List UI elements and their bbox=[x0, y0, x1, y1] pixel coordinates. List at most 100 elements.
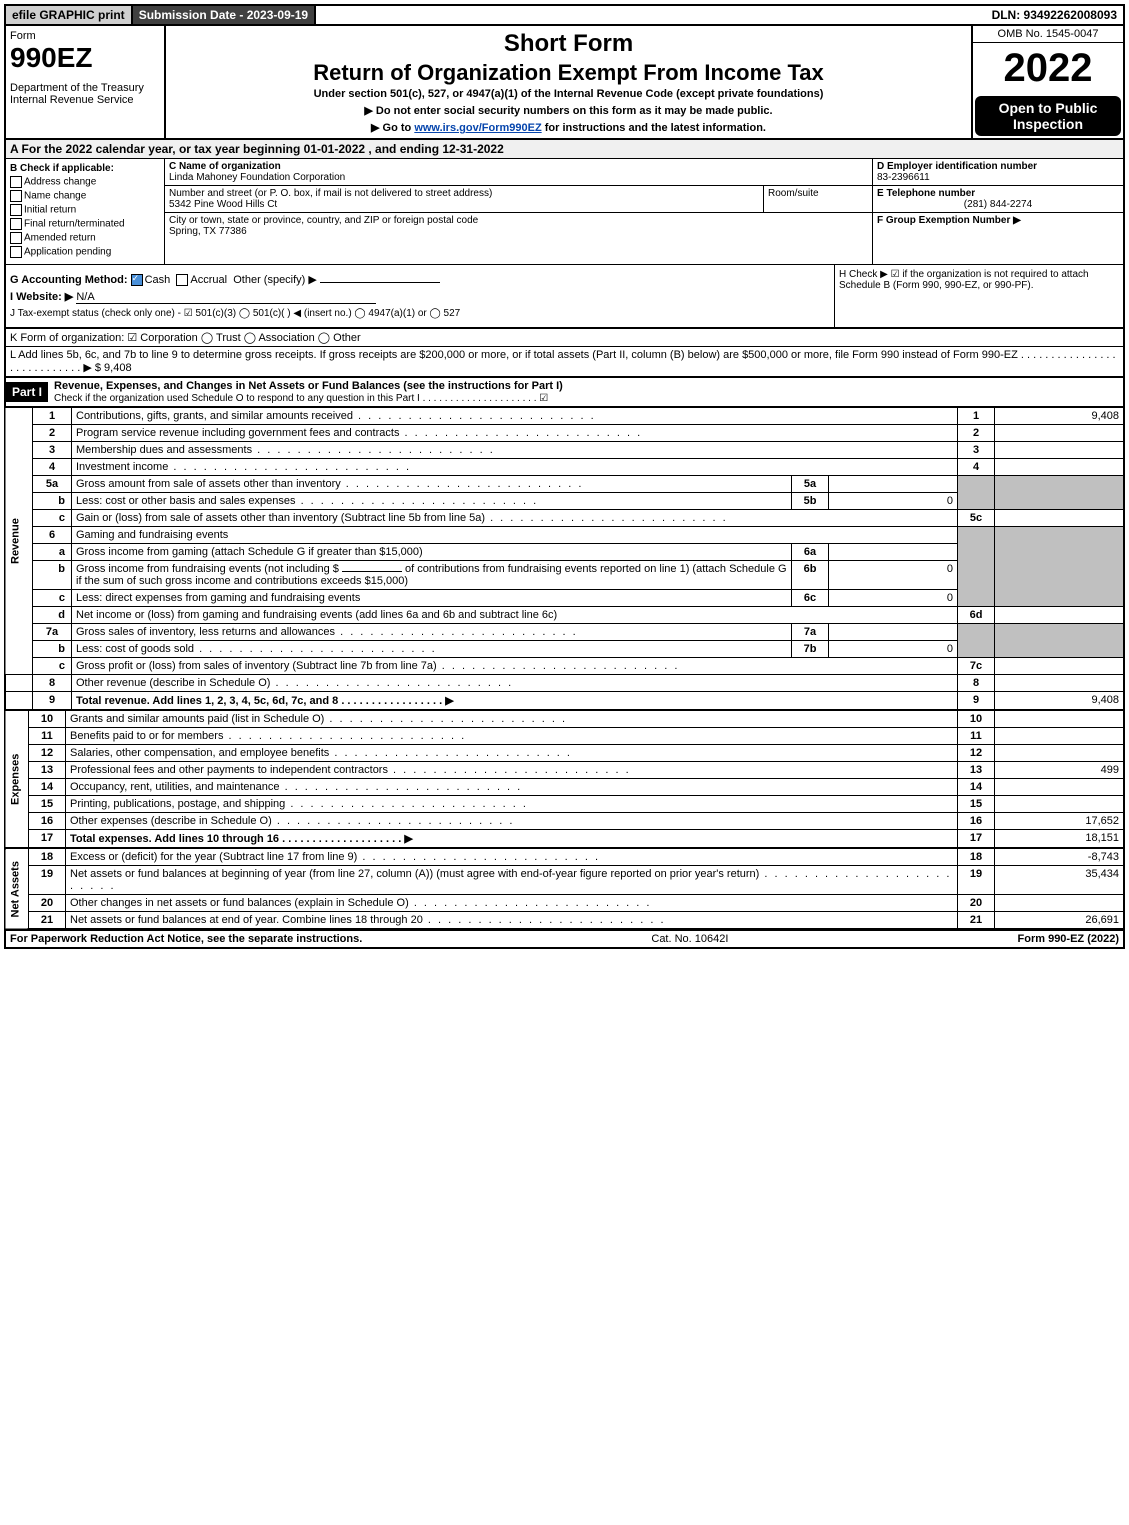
r14-desc: Occupancy, rent, utilities, and maintena… bbox=[70, 781, 522, 793]
r5c-val bbox=[995, 510, 1125, 527]
row-6b: b Gross income from fundraising events (… bbox=[5, 561, 1124, 590]
open-to-public: Open to Public Inspection bbox=[975, 96, 1121, 136]
c-street-label: Number and street (or P. O. box, if mail… bbox=[169, 188, 759, 199]
r6d-desc: Net income or (loss) from gaming and fun… bbox=[72, 607, 958, 624]
irs-link[interactable]: www.irs.gov/Form990EZ bbox=[414, 122, 541, 134]
r15-desc: Printing, publications, postage, and shi… bbox=[70, 798, 528, 810]
g-other-blank[interactable] bbox=[320, 282, 440, 283]
bcd-block: B Check if applicable: Address change Na… bbox=[4, 159, 1125, 265]
opt-final-return: Final return/terminated bbox=[24, 219, 125, 230]
r13-val: 499 bbox=[995, 762, 1125, 779]
return-title: Return of Organization Exempt From Incom… bbox=[170, 60, 967, 86]
r21-val: 26,691 bbox=[995, 912, 1125, 930]
part-1-check-note: Check if the organization used Schedule … bbox=[54, 393, 548, 404]
r7a-mini-val bbox=[829, 624, 958, 641]
checkbox-final-return[interactable] bbox=[10, 218, 22, 230]
header-center: Short Form Return of Organization Exempt… bbox=[166, 26, 971, 138]
h-col: H Check ▶ ☑ if the organization is not r… bbox=[834, 265, 1123, 327]
r12-val bbox=[995, 745, 1125, 762]
r15-colno: 15 bbox=[958, 796, 995, 813]
r20-desc: Other changes in net assets or fund bala… bbox=[70, 897, 651, 909]
row-2: 2 Program service revenue including gove… bbox=[5, 425, 1124, 442]
row-13: 13 Professional fees and other payments … bbox=[5, 762, 1124, 779]
e-phone-row: E Telephone number (281) 844-2274 bbox=[873, 186, 1123, 213]
r6b-no: b bbox=[33, 561, 72, 590]
topbar-spacer bbox=[316, 6, 985, 24]
checkbox-cash[interactable] bbox=[131, 274, 143, 286]
row-7a: 7a Gross sales of inventory, less return… bbox=[5, 624, 1124, 641]
r9-no: 9 bbox=[33, 692, 72, 710]
r5a-no: 5a bbox=[33, 476, 72, 493]
r10-colno: 10 bbox=[958, 711, 995, 728]
side-blank-9 bbox=[5, 692, 33, 710]
i-line: I Website: ▶ N/A bbox=[10, 290, 830, 304]
r19-colno: 19 bbox=[958, 866, 995, 895]
part-1-label: Part I bbox=[6, 382, 48, 402]
r12-no: 12 bbox=[29, 745, 66, 762]
r16-val: 17,652 bbox=[995, 813, 1125, 830]
row-5c: c Gain or (loss) from sale of assets oth… bbox=[5, 510, 1124, 527]
r10-val bbox=[995, 711, 1125, 728]
r8-val bbox=[995, 675, 1125, 692]
r18-val: -8,743 bbox=[995, 849, 1125, 866]
r6b-mini-no: 6b bbox=[792, 561, 829, 590]
checkbox-initial-return[interactable] bbox=[10, 204, 22, 216]
r12-colno: 12 bbox=[958, 745, 995, 762]
r5ab-shaded-no bbox=[958, 476, 995, 510]
r13-colno: 13 bbox=[958, 762, 995, 779]
r7b-no: b bbox=[33, 641, 72, 658]
checkbox-accrual[interactable] bbox=[176, 274, 188, 286]
r3-val bbox=[995, 442, 1125, 459]
r6b-blank bbox=[342, 571, 402, 572]
tax-year: 2022 bbox=[973, 43, 1123, 94]
opt-name-change: Name change bbox=[24, 191, 86, 202]
r4-colno: 4 bbox=[958, 459, 995, 476]
row-6c: c Less: direct expenses from gaming and … bbox=[5, 590, 1124, 607]
form-number: 990EZ bbox=[10, 42, 160, 74]
g-label: G Accounting Method: bbox=[10, 274, 128, 286]
r5a-mini-val bbox=[829, 476, 958, 493]
r7a-desc: Gross sales of inventory, less returns a… bbox=[76, 626, 578, 638]
r7a-mini-no: 7a bbox=[792, 624, 829, 641]
r8-no: 8 bbox=[33, 675, 72, 692]
i-label: I Website: ▶ bbox=[10, 291, 73, 303]
r6b-desc-pre: Gross income from fundraising events (no… bbox=[76, 563, 339, 575]
row-6d: d Net income or (loss) from gaming and f… bbox=[5, 607, 1124, 624]
r11-val bbox=[995, 728, 1125, 745]
r1-colno: 1 bbox=[958, 408, 995, 425]
r3-desc: Membership dues and assessments bbox=[76, 444, 495, 456]
r11-desc: Benefits paid to or for members bbox=[70, 730, 466, 742]
g-col: G Accounting Method: Cash Accrual Other … bbox=[6, 265, 834, 327]
col-b-header: B Check if applicable: bbox=[10, 163, 114, 174]
checkbox-address-change[interactable] bbox=[10, 176, 22, 188]
r6-shaded-no bbox=[958, 527, 995, 607]
r6c-mini-val: 0 bbox=[829, 590, 958, 607]
r6c-no: c bbox=[33, 590, 72, 607]
omb-number: OMB No. 1545-0047 bbox=[973, 26, 1123, 43]
row-19: 19 Net assets or fund balances at beginn… bbox=[5, 866, 1124, 895]
r6c-desc: Less: direct expenses from gaming and fu… bbox=[72, 590, 792, 607]
r6a-mini-val bbox=[829, 544, 958, 561]
r1-desc: Contributions, gifts, grants, and simila… bbox=[76, 410, 596, 422]
r2-val bbox=[995, 425, 1125, 442]
opt-initial-return: Initial return bbox=[24, 205, 76, 216]
r4-no: 4 bbox=[33, 459, 72, 476]
col-d: D Employer identification number 83-2396… bbox=[872, 159, 1123, 264]
r7a-no: 7a bbox=[33, 624, 72, 641]
side-label-expenses: Expenses bbox=[5, 711, 29, 848]
r7ab-shaded-no bbox=[958, 624, 995, 658]
short-form-title: Short Form bbox=[170, 30, 967, 58]
row-21: 21 Net assets or fund balances at end of… bbox=[5, 912, 1124, 930]
checkbox-amended-return[interactable] bbox=[10, 232, 22, 244]
r6-no: 6 bbox=[33, 527, 72, 544]
website-value: N/A bbox=[76, 291, 376, 304]
row-11: 11 Benefits paid to or for members 11 bbox=[5, 728, 1124, 745]
r16-desc: Other expenses (describe in Schedule O) bbox=[70, 815, 514, 827]
checkbox-application-pending[interactable] bbox=[10, 246, 22, 258]
r5c-colno: 5c bbox=[958, 510, 995, 527]
f-label: F Group Exemption Number ▶ bbox=[877, 215, 1021, 226]
row-5b: b Less: cost or other basis and sales ex… bbox=[5, 493, 1124, 510]
checkbox-name-change[interactable] bbox=[10, 190, 22, 202]
expenses-table: Expenses 10 Grants and similar amounts p… bbox=[4, 710, 1125, 848]
row-6: 6 Gaming and fundraising events bbox=[5, 527, 1124, 544]
